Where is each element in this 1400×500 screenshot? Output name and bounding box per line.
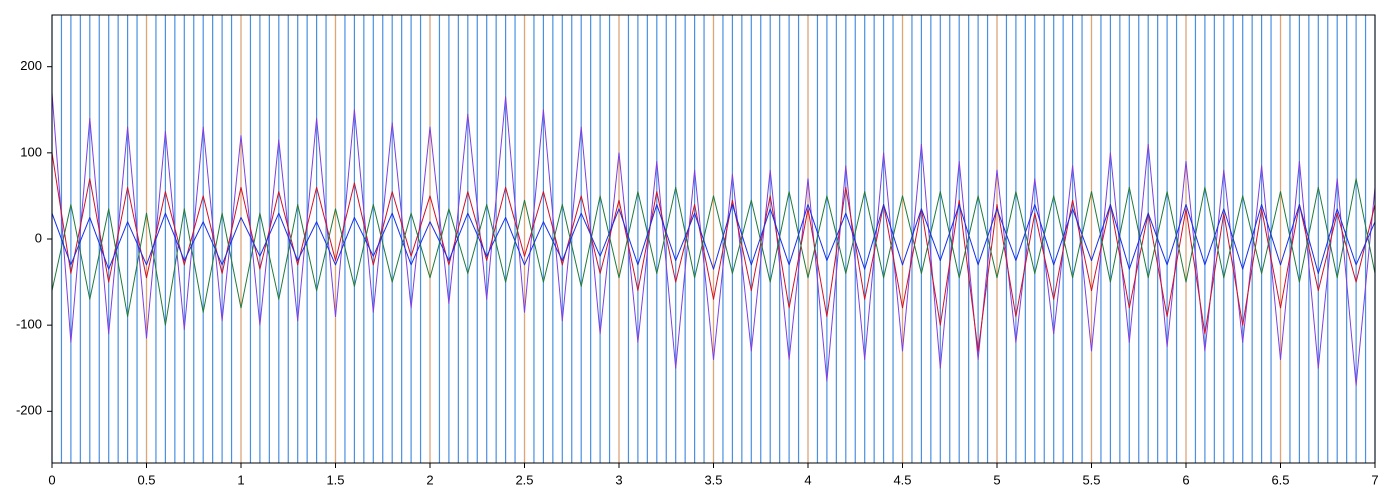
x-tick-label: 1 — [237, 472, 244, 487]
y-tick-label: 0 — [35, 230, 42, 245]
x-tick-label: 4.5 — [893, 472, 911, 487]
x-tick-label: 7 — [1371, 472, 1378, 487]
x-tick-label: 6.5 — [1271, 472, 1289, 487]
x-tick-label: 1.5 — [326, 472, 344, 487]
x-tick-label: 2.5 — [515, 472, 533, 487]
signal-line — [51, 92, 1376, 386]
x-tick-label: 5 — [993, 472, 1000, 487]
y-tick-label: -100 — [16, 317, 42, 332]
signal-line — [51, 178, 1376, 326]
y-tick-label: -200 — [16, 403, 42, 418]
signal-line — [51, 204, 1376, 274]
x-tick-label: 2 — [426, 472, 433, 487]
plot-frame — [51, 14, 1376, 464]
x-tick-label: 0.5 — [137, 472, 155, 487]
y-tick-label: 200 — [20, 58, 42, 73]
x-tick-label: 5.5 — [1082, 472, 1100, 487]
x-tick-label: 4 — [804, 472, 811, 487]
x-tick-label: 6 — [1182, 472, 1189, 487]
x-tick-label: 3 — [615, 472, 622, 487]
y-tick-label: 100 — [20, 144, 42, 159]
x-tick-label: 3.5 — [704, 472, 722, 487]
x-tick-label: 0 — [48, 472, 55, 487]
